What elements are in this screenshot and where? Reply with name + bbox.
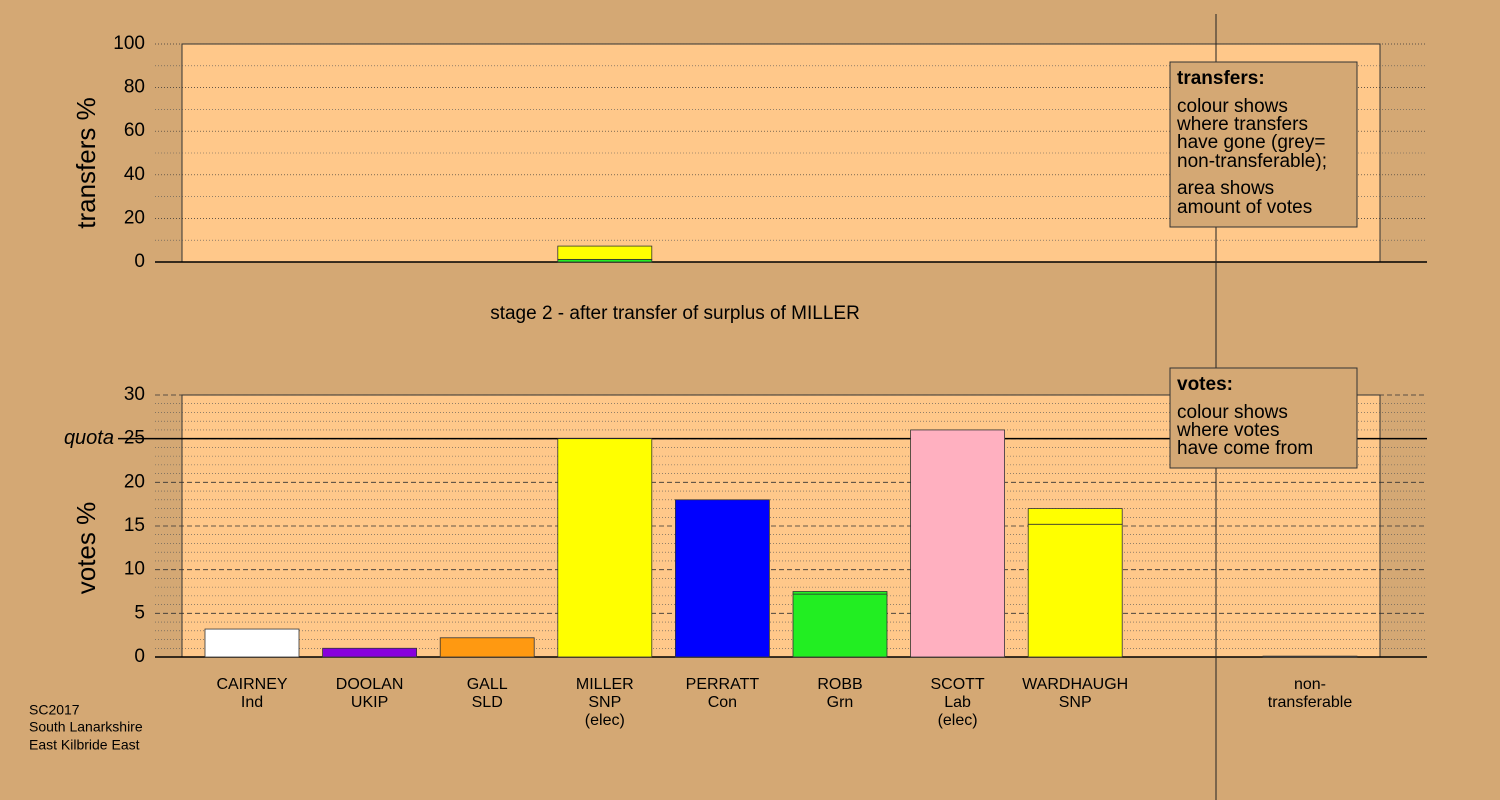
x-tick-label: SNP (588, 694, 621, 711)
bar-segment (557, 245, 653, 260)
footer-text: South Lanarkshire (29, 719, 143, 735)
bar-segment (792, 593, 888, 658)
legend-text: have come from (1177, 438, 1313, 459)
x-tick-label: (elec) (938, 712, 978, 729)
x-tick-label: MILLER (576, 676, 634, 693)
x-tick-label: Lab (944, 694, 971, 711)
bar-segment (1262, 655, 1358, 658)
bar-segment (1027, 523, 1123, 658)
y-tick-label: 0 (134, 251, 145, 272)
legend-title: transfers: (1177, 68, 1265, 89)
bar-segment (204, 628, 300, 658)
y-tick-label: 0 (134, 646, 145, 667)
bar-segment (675, 499, 770, 658)
legend-text: area shows (1177, 178, 1274, 199)
footer-text: East Kilbride East (29, 737, 140, 753)
legend-text: where transfers (1176, 114, 1308, 135)
legend-text: where votes (1176, 420, 1279, 441)
legend-text: non-transferable); (1177, 151, 1327, 172)
quota-label: quota (64, 427, 114, 449)
x-tick-label: DOOLAN (336, 676, 404, 693)
bar-segment (439, 637, 535, 658)
legend-box (1169, 61, 1358, 228)
x-tick-label: CAIRNEY (216, 676, 287, 693)
y-tick-label: 80 (124, 77, 145, 98)
bar-segment (557, 438, 653, 658)
x-tick-label: non- (1294, 676, 1326, 693)
y-tick-label: 10 (124, 559, 145, 580)
legend-title: votes: (1177, 374, 1233, 395)
y-tick-label: 30 (124, 384, 145, 405)
footer-text: SC2017 (29, 702, 80, 718)
y-tick-label: 60 (124, 120, 145, 141)
y-axis-label: votes % (71, 502, 101, 595)
legend-text: colour shows (1177, 96, 1288, 117)
x-tick-label: transferable (1268, 694, 1353, 711)
bar-segment (910, 429, 1005, 658)
x-tick-label: SNP (1059, 694, 1092, 711)
x-tick-label: (elec) (585, 712, 625, 729)
x-tick-label: GALL (467, 676, 508, 693)
bar-segment (1027, 508, 1123, 525)
x-tick-label: SCOTT (930, 676, 984, 693)
x-tick-label: SLD (472, 694, 503, 711)
y-tick-label: 15 (124, 515, 145, 536)
legend-text: have gone (grey= (1177, 132, 1325, 153)
x-tick-label: UKIP (351, 694, 388, 711)
x-tick-label: WARDHAUGH (1022, 676, 1128, 693)
x-tick-label: Ind (241, 694, 263, 711)
x-tick-label: Con (708, 694, 737, 711)
x-tick-label: PERRATT (686, 676, 760, 693)
y-tick-label: 5 (134, 602, 145, 623)
legend-text: colour shows (1177, 402, 1288, 423)
legend-box (1169, 367, 1358, 469)
y-tick-label: 100 (113, 33, 145, 54)
y-axis-label: transfers % (71, 97, 101, 229)
y-tick-label: 20 (124, 471, 145, 492)
bar-segment (322, 647, 418, 658)
y-tick-label: 20 (124, 207, 145, 228)
legend-text: amount of votes (1177, 197, 1312, 218)
y-tick-label: 40 (124, 164, 145, 185)
stage-title: stage 2 - after transfer of surplus of M… (490, 303, 860, 324)
x-tick-label: Grn (827, 694, 854, 711)
bar-segment (792, 591, 888, 595)
x-tick-label: ROBB (817, 676, 862, 693)
